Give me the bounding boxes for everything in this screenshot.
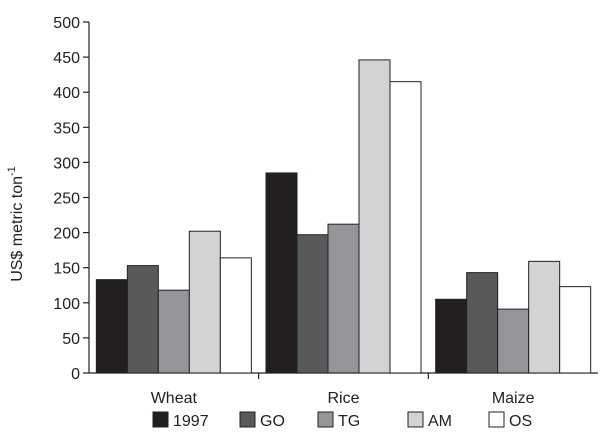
bar-rice-os	[389, 81, 422, 374]
bar-groups	[95, 59, 592, 374]
x-category-label: Rice	[327, 390, 359, 407]
bar-maize-1997	[435, 298, 468, 374]
legend-swatch	[407, 411, 424, 428]
legend-label: TG	[338, 413, 360, 430]
legend-item-am: AM	[407, 411, 452, 430]
legend-label: 1997	[173, 413, 209, 430]
bar-maize-os	[559, 286, 592, 374]
legend-label: OS	[509, 413, 532, 430]
bar-group-rice	[265, 59, 422, 374]
y-axis: 0 50 100 150 200 250 300 350 400 450 500	[53, 15, 90, 383]
bar-wheat-am	[188, 230, 221, 374]
y-tick-label: 250	[53, 191, 80, 208]
bar-maize-go	[466, 272, 499, 374]
bar-maize-tg	[497, 308, 530, 374]
legend-item-tg: TG	[317, 411, 360, 430]
x-category-label: Maize	[492, 390, 535, 407]
bar-wheat-go	[126, 265, 159, 374]
y-tick-label: 50	[62, 331, 80, 348]
y-tick-label: 400	[53, 85, 80, 102]
legend-swatch	[317, 411, 334, 428]
bar-group-maize	[435, 260, 592, 374]
legend-swatch	[152, 411, 169, 428]
bar-group-wheat	[95, 230, 252, 374]
legend-label: GO	[260, 413, 285, 430]
bar-wheat-1997	[95, 279, 128, 374]
y-tick-label: 200	[53, 226, 80, 243]
y-tick-label: 350	[53, 120, 80, 137]
y-tick-label: 0	[71, 366, 80, 383]
y-tick-label: 100	[53, 296, 80, 313]
bar-rice-go	[296, 234, 329, 374]
legend-item-os: OS	[488, 411, 532, 430]
y-tick-label: 150	[53, 261, 80, 278]
bar-rice-tg	[327, 223, 360, 374]
bar-rice-1997	[265, 172, 298, 374]
y-axis-title: US$ metric ton-1	[6, 166, 26, 282]
y-tick-label: 500	[53, 15, 80, 32]
y-tick-label: 450	[53, 50, 80, 67]
x-axis: Wheat Rice Maize	[89, 372, 598, 407]
legend-label: AM	[428, 413, 452, 430]
legend-swatch	[239, 411, 256, 428]
legend-item-1997: 1997	[152, 411, 209, 430]
legend-swatch	[488, 411, 505, 428]
bar-wheat-tg	[157, 289, 190, 374]
legend: 1997 GO TG AM OS	[152, 411, 532, 430]
bar-wheat-os	[219, 257, 252, 374]
x-category-label: Wheat	[151, 390, 198, 407]
y-tick-label: 300	[53, 155, 80, 172]
legend-item-go: GO	[239, 411, 285, 430]
bar-rice-am	[358, 59, 391, 374]
bar-maize-am	[528, 260, 561, 374]
